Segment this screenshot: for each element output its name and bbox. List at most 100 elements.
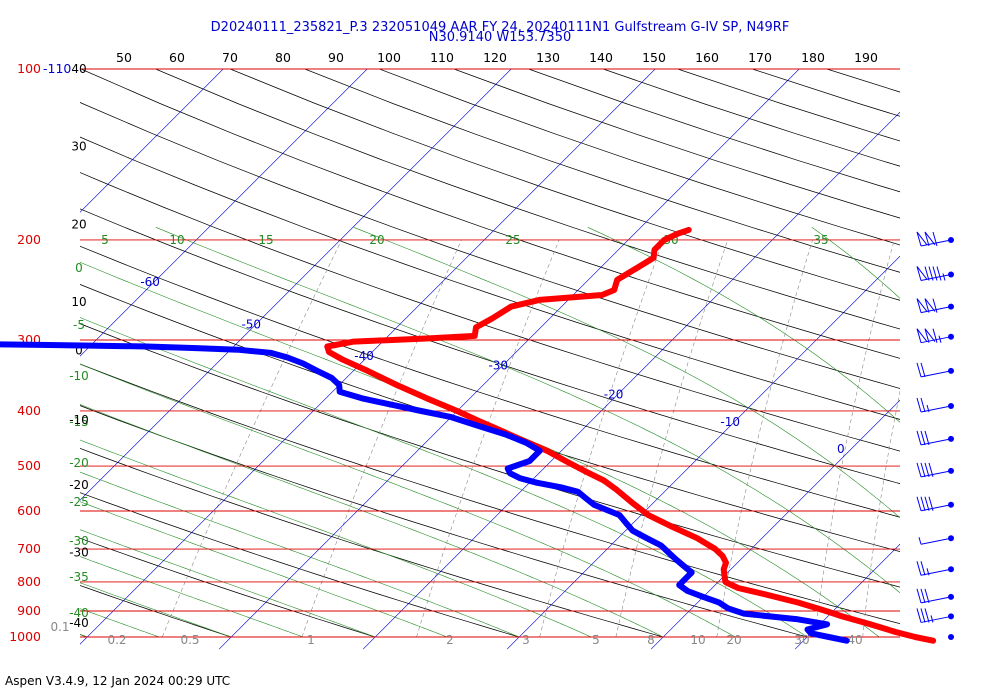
dewpoint-point bbox=[575, 489, 581, 495]
dewpoint-point bbox=[388, 402, 395, 408]
wind-barb-flag bbox=[924, 462, 930, 478]
wind-barb-flag bbox=[916, 362, 922, 378]
dewpoint-point bbox=[616, 512, 623, 518]
temperature-point bbox=[823, 608, 829, 614]
dry-adiabat bbox=[304, 69, 900, 273]
isotherm-label: -30 bbox=[488, 359, 508, 373]
dewpoint-point bbox=[284, 354, 291, 361]
mixing-ratio-label: 10 bbox=[690, 633, 705, 647]
temperature-point bbox=[651, 247, 658, 253]
moist-adiabat-label: 20 bbox=[369, 233, 384, 247]
wind-barb-point bbox=[948, 634, 954, 640]
wind-barb-flag bbox=[924, 496, 930, 511]
green-left-label: -35 bbox=[69, 570, 89, 584]
temperature-point bbox=[581, 468, 588, 474]
pressure-label: 900 bbox=[17, 603, 41, 618]
pressure-label: 200 bbox=[17, 232, 41, 247]
pressure-label: 600 bbox=[17, 503, 41, 518]
temperature-point bbox=[761, 591, 767, 597]
wind-barb-pennant bbox=[924, 231, 936, 247]
wind-barb-pennant bbox=[924, 298, 936, 313]
dry-adiabat bbox=[80, 537, 376, 638]
green-left-label: -10 bbox=[69, 369, 89, 383]
dewpoint-point bbox=[844, 638, 850, 644]
temperature-point bbox=[473, 324, 479, 330]
temperature-point bbox=[650, 255, 657, 261]
temperature-point bbox=[893, 629, 899, 635]
theta-tick-label: 150 bbox=[642, 50, 666, 65]
temperature-point bbox=[508, 303, 514, 310]
footer-version: Aspen V3.4.9, 12 Jan 2024 00:29 UTC bbox=[5, 674, 231, 688]
wind-barb-flag bbox=[916, 462, 922, 478]
theta-tick-label: 90 bbox=[328, 50, 344, 65]
height-label: -20 bbox=[69, 478, 89, 492]
isotherm-label: -50 bbox=[241, 318, 261, 332]
wind-barb-flag bbox=[916, 397, 922, 413]
theta-tick-label: 60 bbox=[169, 50, 185, 65]
dry-adiabat bbox=[80, 69, 900, 359]
dewpoint-point bbox=[665, 549, 672, 556]
dewpoint-point bbox=[716, 600, 722, 606]
wind-barb-flag bbox=[920, 462, 926, 478]
wind-barb-flag bbox=[916, 496, 922, 511]
dewpoint-point bbox=[644, 535, 650, 541]
isotherm-line bbox=[80, 69, 656, 645]
wind-barb-flag bbox=[920, 608, 926, 623]
dewpoint-point bbox=[314, 368, 320, 374]
wind-barb-flag bbox=[924, 608, 930, 623]
dewpoint-point bbox=[673, 556, 679, 562]
temperature-point bbox=[365, 368, 371, 374]
height-label: 0 bbox=[75, 343, 83, 357]
temperature-point bbox=[599, 292, 605, 298]
dry-adiabat bbox=[752, 69, 900, 117]
dewpoint-point bbox=[583, 495, 589, 501]
temperature-point bbox=[912, 634, 918, 640]
dewpoint-point bbox=[329, 375, 335, 381]
dewpoint-point bbox=[38, 342, 44, 348]
moist-adiabat bbox=[80, 404, 664, 638]
mixing-ratio-label: 40 bbox=[847, 633, 862, 647]
dewpoint-point bbox=[601, 506, 607, 512]
temperature-point bbox=[661, 237, 667, 243]
temperature-point bbox=[536, 297, 543, 303]
isotherm-line bbox=[939, 69, 1000, 649]
wind-barb-shaft bbox=[920, 470, 952, 478]
dry-adiabat bbox=[80, 363, 900, 625]
pressure-label: 700 bbox=[17, 541, 41, 556]
moist-adiabat bbox=[80, 501, 448, 638]
dewpoint-point bbox=[808, 630, 814, 636]
temperature-point bbox=[930, 638, 936, 644]
theta-tick-label: 70 bbox=[222, 50, 238, 65]
temperature-point bbox=[712, 546, 718, 552]
temperature-point bbox=[489, 315, 495, 322]
temperature-point bbox=[394, 382, 400, 388]
temperature-point bbox=[340, 357, 346, 363]
dewpoint-point bbox=[95, 343, 101, 349]
wind-barb-shaft bbox=[920, 568, 952, 576]
dewpoint-point bbox=[700, 594, 706, 600]
isotherm-line bbox=[80, 69, 368, 357]
wind-barb-half bbox=[926, 404, 930, 413]
isotherm-line bbox=[80, 69, 512, 501]
dewpoint-point bbox=[681, 563, 687, 569]
wind-barb-shaft bbox=[920, 537, 952, 545]
height-label: -30 bbox=[69, 546, 89, 560]
temperature-point bbox=[867, 621, 873, 627]
dewpoint-point bbox=[591, 502, 597, 508]
dewpoint-point bbox=[682, 576, 688, 582]
pressure-label: 1000 bbox=[9, 629, 41, 644]
dry-adiabat bbox=[80, 405, 808, 638]
dry-adiabat bbox=[826, 69, 900, 93]
wind-barb-half bbox=[930, 615, 934, 623]
dry-adiabat bbox=[155, 69, 900, 330]
dewpoint-point bbox=[193, 345, 199, 351]
dry-adiabat bbox=[453, 69, 900, 219]
wind-barb-flag bbox=[936, 266, 942, 281]
dewpoint-point bbox=[658, 542, 664, 549]
height-label: 20 bbox=[71, 218, 86, 232]
wind-barb-flag bbox=[920, 397, 926, 413]
pressure-label: 400 bbox=[17, 403, 41, 418]
wind-barb-flag bbox=[916, 561, 922, 576]
mixing-ratio-label: 1 bbox=[307, 633, 315, 647]
